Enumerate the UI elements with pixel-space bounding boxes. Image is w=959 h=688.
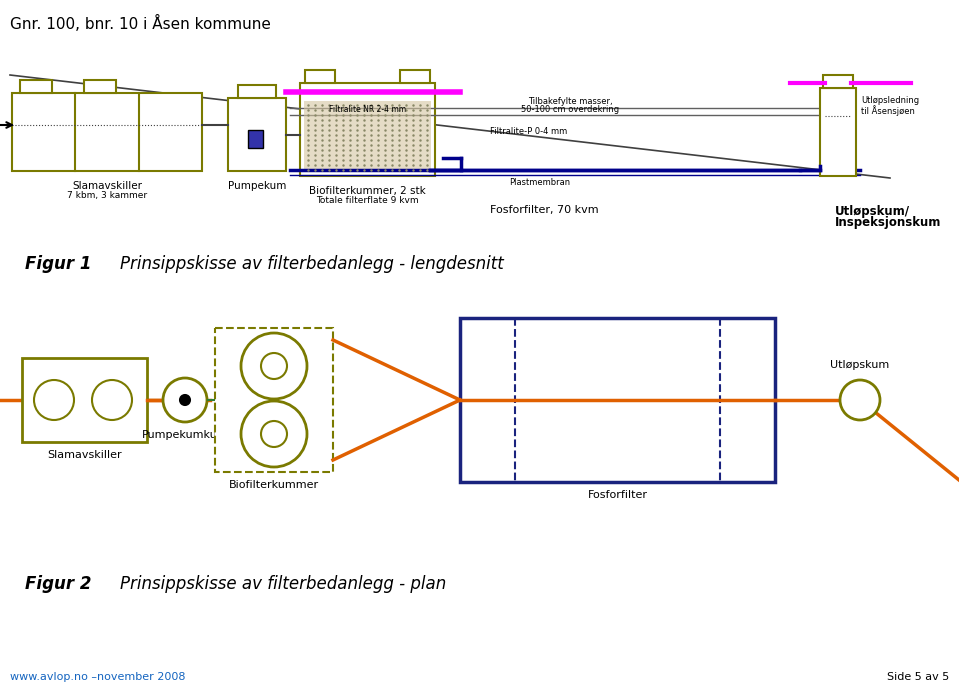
Text: Utløpskum/: Utløpskum/	[835, 205, 910, 218]
Text: Prinsippskisse av filterbedanlegg - lengdesnitt: Prinsippskisse av filterbedanlegg - leng…	[120, 255, 503, 273]
Bar	[305, 70, 335, 83]
Bar	[248, 130, 263, 148]
Bar	[460, 318, 775, 482]
Text: 50-100 cm overdekring: 50-100 cm overdekring	[521, 105, 620, 114]
Circle shape	[241, 333, 307, 399]
Text: Gnr. 100, bnr. 10 i Åsen kommune: Gnr. 100, bnr. 10 i Åsen kommune	[10, 15, 270, 32]
Bar	[215, 328, 333, 472]
Circle shape	[34, 380, 74, 420]
Bar	[22, 358, 147, 442]
Text: Plastmembran: Plastmembran	[509, 178, 571, 187]
Circle shape	[261, 353, 287, 379]
Text: Filtralite NR 2-4 mm: Filtralite NR 2-4 mm	[329, 105, 406, 114]
Text: Tilbakefylte masser,: Tilbakefylte masser,	[527, 97, 612, 106]
Text: Totale filterflate 9 kvm: Totale filterflate 9 kvm	[316, 196, 419, 205]
Bar	[228, 98, 286, 171]
Bar	[400, 70, 430, 83]
Text: Utløpskum: Utløpskum	[830, 360, 890, 370]
Bar	[304, 101, 431, 172]
Bar	[12, 93, 202, 171]
Text: Pumpekumkum: Pumpekumkum	[142, 430, 228, 440]
Circle shape	[840, 380, 880, 420]
Text: Prinsippskisse av filterbedanlegg - plan: Prinsippskisse av filterbedanlegg - plan	[120, 575, 446, 593]
Text: til Åsensjøen: til Åsensjøen	[861, 105, 915, 116]
Text: Figur 1: Figur 1	[25, 255, 91, 273]
Circle shape	[241, 401, 307, 467]
Circle shape	[163, 378, 207, 422]
Bar	[20, 80, 52, 93]
Bar	[84, 80, 116, 93]
Circle shape	[261, 421, 287, 447]
Text: Fosforfilter: Fosforfilter	[588, 490, 647, 500]
Text: Figur 2: Figur 2	[25, 575, 91, 593]
Text: Inspeksjonskum: Inspeksjonskum	[835, 216, 942, 229]
Text: Slamavskiller: Slamavskiller	[47, 450, 122, 460]
Text: Biofilterkummer: Biofilterkummer	[229, 480, 319, 490]
Bar	[823, 75, 853, 88]
Text: Filtralite-P 0-4 mm: Filtralite-P 0-4 mm	[490, 127, 568, 136]
Text: Side 5 av 5: Side 5 av 5	[887, 672, 949, 682]
Circle shape	[180, 395, 190, 405]
Text: Slamavskiller: Slamavskiller	[72, 181, 142, 191]
Text: Utløpsledning: Utløpsledning	[861, 96, 919, 105]
Bar	[238, 85, 276, 98]
Circle shape	[92, 380, 132, 420]
Text: Pumpekum: Pumpekum	[228, 181, 286, 191]
Bar	[300, 83, 435, 176]
Bar	[820, 88, 856, 176]
Text: Biofilterkummer, 2 stk: Biofilterkummer, 2 stk	[309, 186, 426, 196]
Text: Fosforfilter, 70 kvm: Fosforfilter, 70 kvm	[490, 205, 598, 215]
Text: 7 kbm, 3 kammer: 7 kbm, 3 kammer	[67, 191, 147, 200]
Text: www.avlop.no –november 2008: www.avlop.no –november 2008	[10, 672, 185, 682]
